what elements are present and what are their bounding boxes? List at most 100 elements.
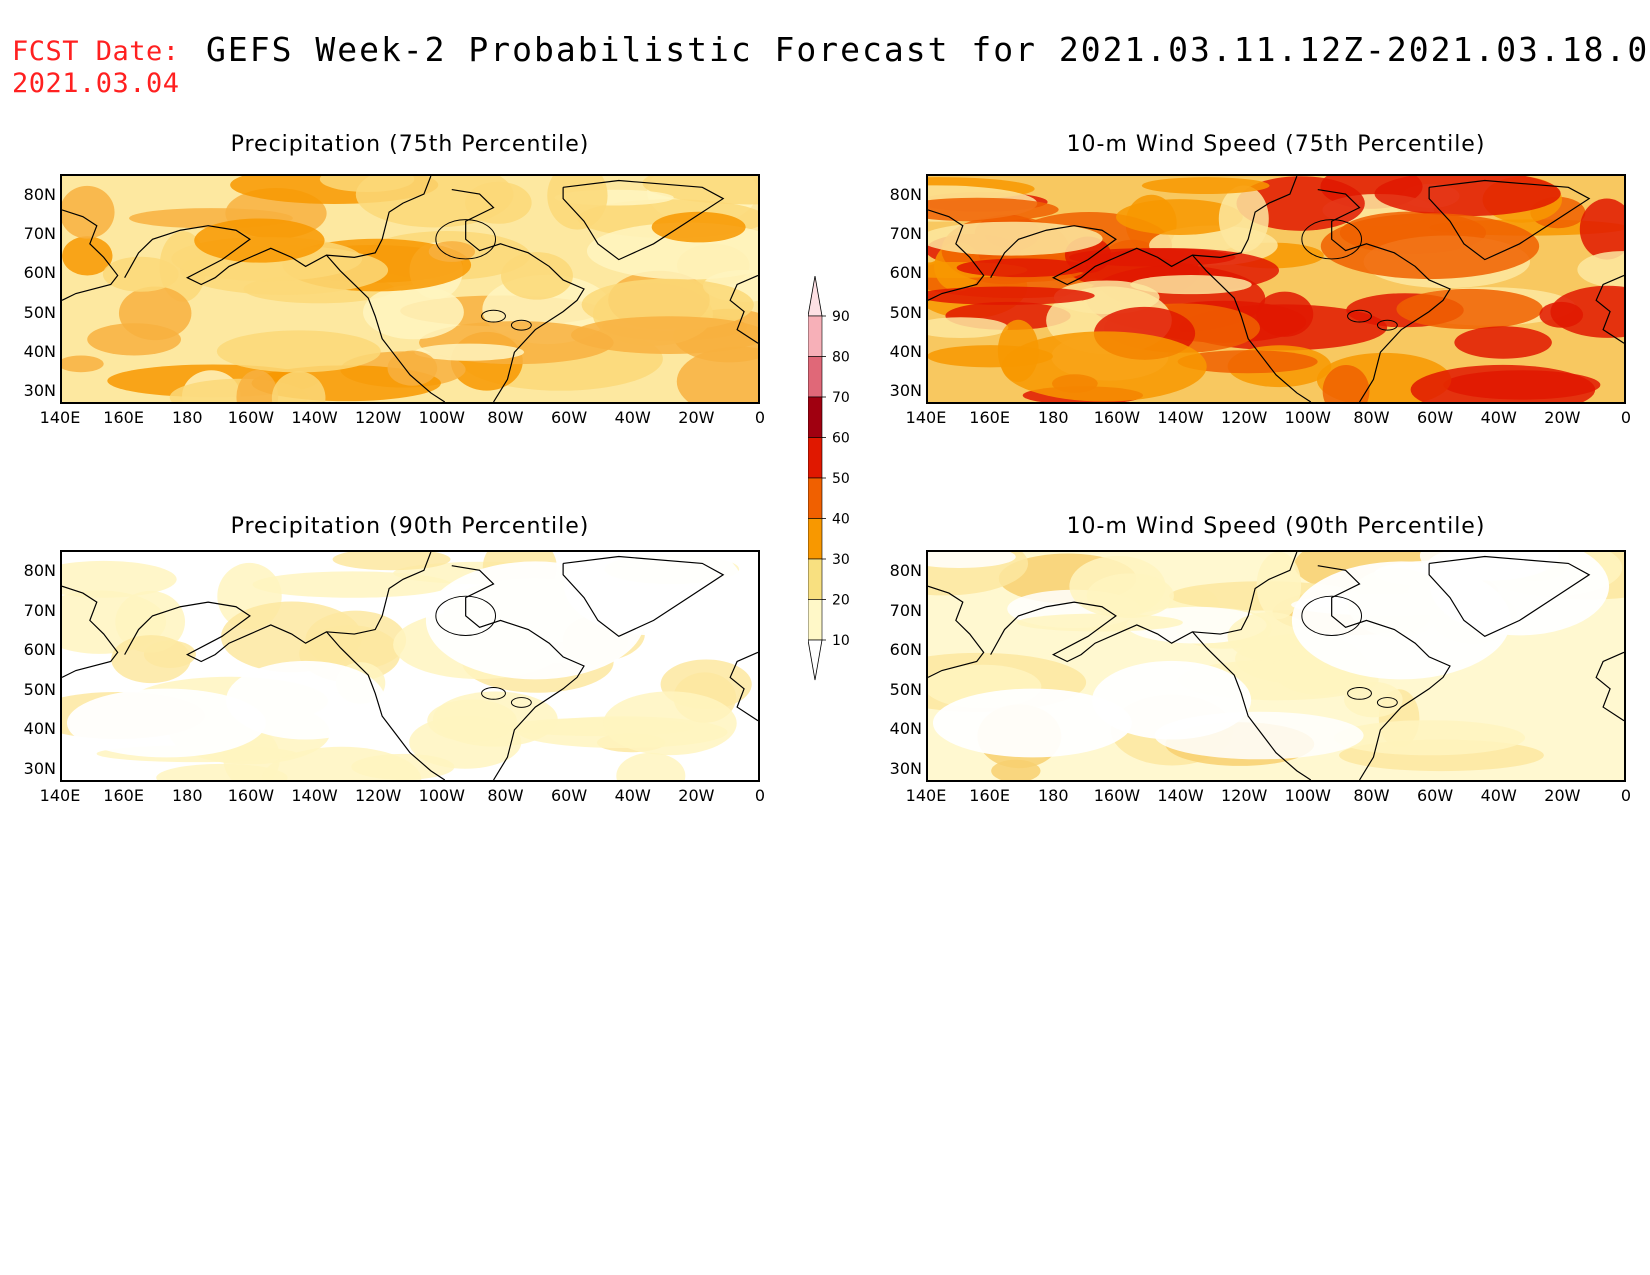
lon-label: 40W	[614, 786, 651, 805]
lon-label: 180	[1037, 786, 1069, 805]
panel-title-precip-75: Precipitation (75th Percentile)	[230, 132, 590, 157]
field-blank	[564, 552, 744, 636]
map-field-wind-75	[928, 176, 1624, 402]
coastline	[124, 176, 432, 286]
lake-outline	[1376, 319, 1398, 331]
field-shade	[1454, 326, 1552, 359]
lon-label: 0	[1620, 786, 1632, 805]
field-shade	[1577, 251, 1624, 289]
lat-label: 70N	[23, 224, 56, 244]
field-shade	[1579, 198, 1624, 260]
lon-label: 100W	[418, 408, 465, 427]
lat-label: 60N	[889, 263, 922, 283]
field-shade	[1396, 288, 1543, 330]
field-blank	[66, 688, 266, 758]
coastline	[562, 179, 725, 261]
field-shade	[62, 355, 104, 373]
coastline	[562, 555, 725, 638]
lat-label: 50N	[23, 679, 56, 699]
coastline	[1317, 565, 1451, 780]
lake-outline	[1301, 219, 1363, 260]
field-shade	[1068, 248, 1236, 267]
lon-label: 140E	[905, 786, 947, 805]
colorbar-label: 10	[832, 633, 850, 649]
map-wind-90	[926, 550, 1626, 782]
colorbar-label: 60	[832, 431, 850, 447]
lat-label: 30N	[889, 381, 922, 400]
lake-outline	[481, 309, 506, 323]
field-shade	[236, 370, 279, 402]
field-shade	[414, 343, 525, 361]
coastline	[1595, 274, 1624, 344]
lat-label: 50N	[889, 679, 922, 699]
colorbar-svg: 90 80 70 60 50 40 30 20 10	[807, 275, 850, 681]
lon-label: 140W	[291, 408, 338, 427]
field-shade	[111, 635, 191, 684]
field-shade	[62, 560, 177, 598]
lat-label: 40N	[889, 341, 922, 361]
colorbar-label: 40	[832, 512, 850, 528]
field-shade	[216, 330, 381, 373]
colorbar-segment	[807, 315, 823, 357]
field-blank	[1430, 552, 1610, 636]
field-blank	[932, 688, 1132, 758]
colorbar-segment	[807, 518, 823, 560]
colorbar-segment	[807, 396, 823, 438]
coastline	[1428, 555, 1591, 638]
field-shade	[928, 317, 1009, 338]
coastline	[451, 565, 585, 780]
lat-label: 80N	[889, 185, 922, 204]
coastline	[326, 254, 446, 402]
lon-label: 60W	[1416, 786, 1454, 805]
field-shade	[1227, 612, 1311, 662]
lat-label: 30N	[23, 381, 56, 400]
lon-label: 140W	[291, 786, 338, 805]
coastline	[124, 552, 432, 663]
field-shade	[355, 176, 514, 228]
field-shade	[115, 590, 186, 653]
lat-label: 30N	[889, 759, 922, 778]
field-shade	[928, 221, 1103, 256]
field-shade	[1141, 177, 1270, 194]
page-title: GEFS Week-2 Probabilistic Forecast for 2…	[206, 30, 1650, 69]
field-shade	[62, 185, 115, 239]
field-shade	[603, 691, 737, 756]
colorbar-segment	[807, 599, 823, 641]
lake-outline	[1376, 697, 1398, 708]
field-shade	[1218, 185, 1269, 253]
colorbar-label: 90	[832, 309, 850, 325]
field-shade	[220, 601, 363, 673]
coastline	[1317, 188, 1451, 402]
lon-label: 80W	[487, 408, 524, 427]
lat-label: 60N	[23, 263, 56, 283]
panel-title-wind-75: 10-m Wind Speed (75th Percentile)	[1066, 132, 1486, 157]
colorbar-label: 80	[832, 350, 850, 366]
lat-label: 40N	[889, 719, 922, 739]
colorbar-segment	[807, 558, 823, 600]
lon-label: 40W	[1480, 408, 1517, 427]
colorbar-label: 30	[832, 552, 850, 568]
lon-label: 140E	[39, 408, 81, 427]
field-shade	[571, 316, 758, 354]
lon-label: 160E	[103, 408, 144, 427]
lon-label: 0	[754, 408, 766, 427]
lon-label: 40W	[614, 408, 651, 427]
lon-label: 60W	[550, 786, 588, 805]
field-shade	[428, 241, 476, 262]
field-shade	[261, 746, 422, 780]
colorbar-top-arrow	[807, 275, 823, 317]
lon-label: 120W	[354, 408, 402, 427]
field-shade	[928, 286, 1095, 305]
lon-label: 120W	[1220, 408, 1268, 427]
field-shade	[1177, 350, 1318, 374]
panel-title-wind-90: 10-m Wind Speed (90th Percentile)	[1066, 514, 1486, 539]
coastline	[62, 585, 119, 678]
lon-label: 100W	[1284, 786, 1331, 805]
lon-label: 160E	[103, 786, 144, 805]
lon-label: 20W	[1544, 408, 1581, 427]
coastline	[928, 209, 985, 301]
coastline	[1428, 179, 1591, 261]
lon-label: 160E	[969, 786, 1010, 805]
lat-label: 30N	[23, 759, 56, 778]
lon-label: 100W	[1284, 408, 1331, 427]
